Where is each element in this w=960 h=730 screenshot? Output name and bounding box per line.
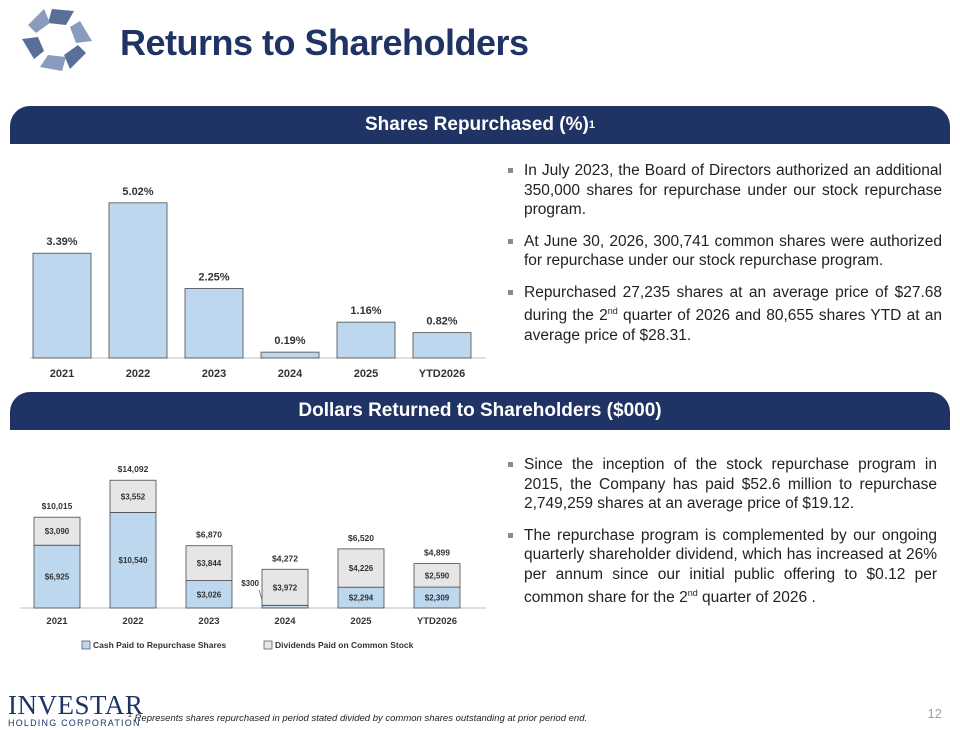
page-title: Returns to Shareholders bbox=[120, 22, 529, 63]
data-label: 3.39% bbox=[46, 236, 77, 248]
legend-swatch bbox=[81, 640, 91, 650]
bar-segment bbox=[185, 580, 233, 609]
data-label: $3,090 bbox=[45, 527, 70, 536]
data-label: $6,925 bbox=[45, 573, 70, 582]
bar-segment bbox=[33, 544, 81, 609]
data-label: $2,590 bbox=[425, 571, 450, 580]
data-label: $3,026 bbox=[197, 590, 222, 599]
total-label: $14,092 bbox=[118, 464, 149, 474]
bullet-item: The repurchase program is complemented b… bbox=[505, 526, 937, 608]
data-label: $3,552 bbox=[121, 492, 146, 501]
x-tick-label: YTD2026 bbox=[419, 368, 465, 380]
bar bbox=[108, 202, 168, 359]
bar-segment bbox=[109, 512, 157, 609]
data-label: 0.19% bbox=[274, 335, 305, 347]
x-tick-label: 2025 bbox=[350, 616, 372, 627]
bar-segment bbox=[261, 604, 309, 609]
page-number: 12 bbox=[927, 706, 942, 721]
total-label: $4,272 bbox=[272, 553, 298, 563]
x-tick-label: 2023 bbox=[198, 616, 219, 627]
bullet-item: In July 2023, the Board of Directors aut… bbox=[505, 161, 942, 220]
x-tick-label: 2022 bbox=[122, 616, 143, 627]
dollars-bullets: Since the inception of the stock repurch… bbox=[505, 455, 937, 620]
bar-segment bbox=[109, 479, 157, 513]
company-logo-icon bbox=[22, 9, 92, 71]
section-header-dollars-returned: Dollars Returned to Shareholders ($000) bbox=[10, 392, 950, 430]
data-label: $2,309 bbox=[425, 594, 450, 603]
x-tick-label: 2021 bbox=[46, 616, 68, 627]
data-label: 2.25% bbox=[198, 271, 229, 283]
data-label: $10,540 bbox=[119, 556, 148, 565]
x-tick-label: 2025 bbox=[354, 368, 378, 380]
footer-logo: INVESTAR HOLDING CORPORATION bbox=[8, 690, 143, 728]
x-tick-label: YTD2026 bbox=[417, 616, 457, 627]
bar-segment bbox=[185, 545, 233, 581]
bar-segment bbox=[33, 516, 81, 546]
bar-segment bbox=[413, 563, 461, 588]
bar-segment bbox=[337, 548, 385, 588]
x-tick-label: 2024 bbox=[278, 368, 303, 380]
bar-segment bbox=[261, 568, 309, 606]
x-tick-label: 2023 bbox=[202, 368, 226, 380]
dollars-returned-chart: $6,925 $3,090 $10,015 2021 $10,540 $3,552 $14,… bbox=[20, 464, 486, 650]
data-label: 1.16% bbox=[350, 305, 381, 317]
shares-bullets: In July 2023, the Board of Directors aut… bbox=[505, 161, 942, 357]
x-tick-label: 2022 bbox=[126, 368, 150, 380]
data-label: 0.82% bbox=[426, 316, 457, 328]
bar bbox=[32, 252, 92, 359]
footer-logo-text: INVESTAR bbox=[8, 690, 144, 720]
data-label: $2,294 bbox=[349, 594, 374, 603]
shares-repurchased-chart: 3.39% 2021 5.02% 2022 2.25% 2023 0.19% 2024 1.16… bbox=[30, 186, 486, 380]
data-label: $3,844 bbox=[197, 559, 222, 568]
total-label: $10,015 bbox=[42, 501, 73, 511]
bullet-item: At June 30, 2026, 300,741 common shares … bbox=[505, 232, 942, 271]
bar bbox=[412, 332, 472, 359]
data-label: $300 bbox=[241, 579, 259, 588]
bar bbox=[260, 351, 320, 359]
legend-label: Cash Paid to Repurchase Shares bbox=[93, 640, 226, 650]
x-tick-label: 2021 bbox=[50, 368, 74, 380]
section-title: Shares Repurchased (%) bbox=[365, 114, 589, 135]
data-label: $3,972 bbox=[273, 583, 298, 592]
total-label: $6,520 bbox=[348, 533, 374, 543]
section-header-shares-repurchased: Shares Repurchased (%) 1 bbox=[10, 106, 950, 144]
total-label: $6,870 bbox=[196, 530, 222, 540]
bullet-item: Repurchased 27,235 shares at an average … bbox=[505, 283, 942, 346]
legend-swatch bbox=[263, 640, 273, 650]
footnote: 1 Represents shares repurchased in perio… bbox=[128, 712, 588, 725]
bar bbox=[336, 321, 396, 359]
bullet-item: Since the inception of the stock repurch… bbox=[505, 455, 937, 514]
total-label: $4,899 bbox=[424, 548, 450, 558]
footer-logo-subtext: HOLDING CORPORATION bbox=[8, 718, 141, 728]
section-title: Dollars Returned to Shareholders ($000) bbox=[298, 400, 662, 421]
data-label: $4,226 bbox=[349, 564, 374, 573]
legend-label: Dividends Paid on Common Stock bbox=[275, 640, 414, 650]
x-tick-label: 2024 bbox=[274, 616, 296, 627]
bar bbox=[184, 288, 244, 359]
data-label: 5.02% bbox=[122, 186, 153, 198]
footnote-marker: 1 bbox=[588, 119, 595, 131]
